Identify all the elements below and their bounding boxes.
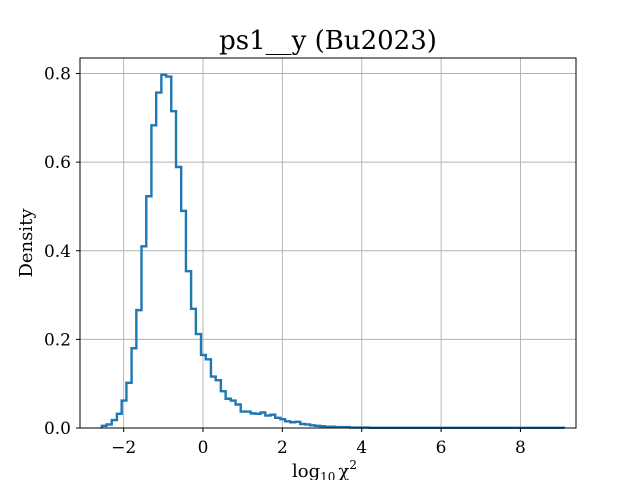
y-tick-label: 0.4 [44,242,71,262]
y-axis-label: Density [16,208,37,278]
x-tick-label: 6 [436,438,447,458]
x-tick-label: 2 [277,438,288,458]
histogram-step-line [100,73,566,429]
y-tick-label: 0.6 [44,153,71,173]
y-tick-label: 0.0 [44,419,71,439]
x-tick-label: −2 [111,438,136,458]
x-axis-label: log10 χ2 [292,458,357,480]
grid-lines [80,58,576,429]
x-axis-label-variable: χ [338,461,349,480]
chart-title: ps1__y (Bu2023) [219,26,437,56]
y-tick-label: 0.2 [44,330,71,350]
y-tick-label: 0.8 [44,65,71,85]
x-axis-label-superscript: 2 [349,458,357,472]
x-tick-label: 4 [356,438,367,458]
plot-frame [79,57,577,429]
x-axis-label-main: log [292,461,320,480]
x-tick-label: 0 [198,438,209,458]
x-tick-label: 8 [515,438,526,458]
x-axis-label-subscript: 10 [320,470,335,480]
axis-ticks: −2 0 2 4 6 8 0.0 0.2 0.4 0.6 0.8 [44,65,526,458]
